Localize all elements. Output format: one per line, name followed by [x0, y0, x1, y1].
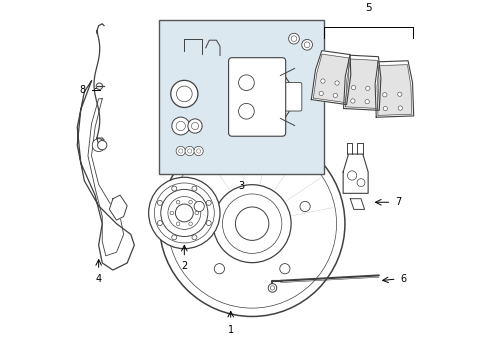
Polygon shape — [313, 54, 349, 103]
Circle shape — [171, 80, 198, 107]
Circle shape — [383, 93, 387, 97]
Circle shape — [291, 36, 297, 41]
Circle shape — [176, 201, 180, 204]
Circle shape — [289, 33, 299, 44]
Text: 3: 3 — [238, 181, 245, 191]
Circle shape — [168, 197, 201, 229]
Circle shape — [351, 85, 356, 90]
Circle shape — [300, 201, 310, 212]
Circle shape — [157, 221, 162, 226]
Circle shape — [161, 189, 208, 237]
FancyBboxPatch shape — [284, 82, 302, 111]
Text: 5: 5 — [365, 3, 371, 13]
FancyBboxPatch shape — [228, 58, 286, 136]
Circle shape — [176, 222, 180, 226]
Polygon shape — [350, 199, 365, 210]
Polygon shape — [343, 154, 368, 193]
Circle shape — [304, 42, 310, 48]
Circle shape — [365, 99, 369, 104]
Circle shape — [357, 179, 365, 186]
Circle shape — [232, 67, 293, 127]
Circle shape — [222, 194, 282, 253]
Circle shape — [321, 79, 325, 83]
Circle shape — [213, 185, 291, 263]
Circle shape — [268, 284, 277, 292]
Circle shape — [302, 40, 313, 50]
Text: -: - — [93, 83, 97, 93]
Polygon shape — [375, 61, 414, 117]
Polygon shape — [311, 51, 351, 104]
Circle shape — [214, 264, 224, 274]
Circle shape — [192, 186, 197, 191]
Circle shape — [247, 163, 257, 173]
Circle shape — [239, 75, 254, 90]
Circle shape — [172, 117, 190, 135]
Text: 6: 6 — [400, 274, 406, 284]
Circle shape — [398, 92, 402, 96]
Circle shape — [398, 106, 402, 110]
Circle shape — [196, 149, 201, 153]
Circle shape — [188, 149, 192, 153]
Circle shape — [335, 81, 339, 85]
Circle shape — [189, 222, 193, 226]
Circle shape — [206, 221, 211, 226]
Bar — [159, 20, 323, 174]
Polygon shape — [377, 65, 412, 116]
Circle shape — [192, 235, 197, 240]
Circle shape — [280, 264, 290, 274]
Circle shape — [192, 122, 198, 130]
Circle shape — [235, 207, 269, 240]
Circle shape — [98, 140, 107, 150]
Circle shape — [176, 86, 192, 102]
Polygon shape — [109, 195, 127, 220]
Text: 7: 7 — [395, 197, 401, 207]
Polygon shape — [77, 81, 134, 270]
Circle shape — [239, 74, 286, 120]
Text: 1: 1 — [228, 325, 234, 336]
Circle shape — [383, 107, 388, 111]
Text: 8: 8 — [79, 85, 85, 95]
Circle shape — [188, 119, 202, 133]
Polygon shape — [343, 55, 381, 111]
Circle shape — [239, 103, 254, 119]
Circle shape — [176, 147, 185, 156]
Circle shape — [172, 186, 177, 191]
Circle shape — [252, 86, 273, 108]
Circle shape — [168, 139, 337, 308]
Circle shape — [194, 201, 204, 212]
Polygon shape — [345, 59, 379, 108]
Circle shape — [92, 139, 105, 152]
Text: 4: 4 — [96, 274, 102, 284]
Circle shape — [319, 91, 323, 95]
Circle shape — [96, 83, 102, 90]
Circle shape — [206, 201, 211, 205]
Circle shape — [170, 211, 173, 215]
Circle shape — [333, 93, 338, 98]
Circle shape — [189, 201, 193, 204]
Circle shape — [176, 121, 185, 131]
Circle shape — [157, 201, 162, 205]
Circle shape — [172, 235, 177, 240]
Circle shape — [347, 171, 357, 180]
Circle shape — [195, 211, 198, 215]
Circle shape — [148, 177, 220, 249]
Circle shape — [194, 147, 203, 156]
Circle shape — [351, 99, 355, 103]
Circle shape — [366, 86, 370, 90]
Circle shape — [179, 149, 183, 153]
Circle shape — [154, 183, 214, 243]
Ellipse shape — [159, 131, 345, 316]
Circle shape — [175, 204, 193, 222]
Text: 2: 2 — [181, 261, 188, 271]
Circle shape — [185, 147, 195, 156]
Circle shape — [270, 286, 274, 290]
